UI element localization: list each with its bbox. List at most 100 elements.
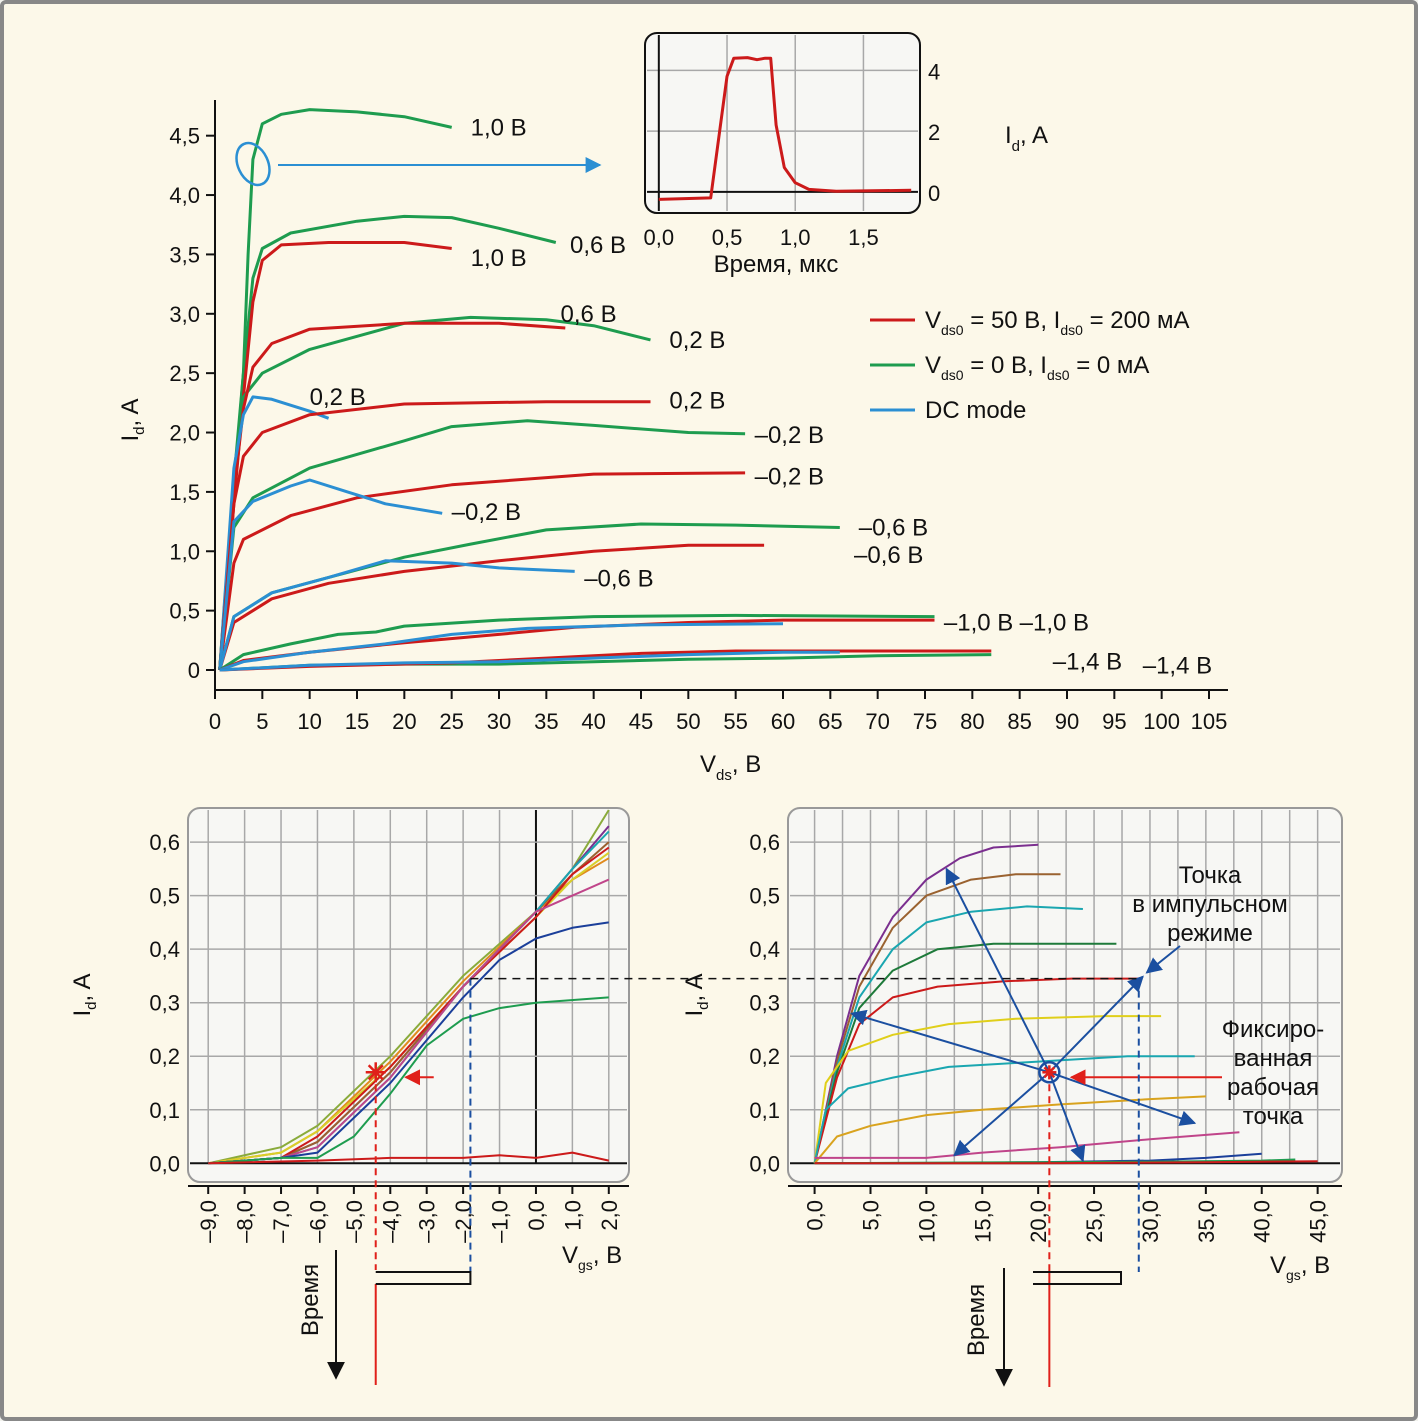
- main-series-label: –1,0 В: [944, 610, 1013, 637]
- main-x-tick-label: 5: [256, 709, 268, 734]
- bl-x-tick-label: –2,0: [451, 1200, 476, 1243]
- br-y-tick-label: 0,2: [749, 1044, 780, 1069]
- bl-series-line: [208, 921, 609, 1165]
- main-y-tick-label: 1,5: [169, 480, 200, 505]
- br-markers: [849, 867, 1222, 1387]
- main-series-label: 0,6 В: [570, 232, 626, 259]
- main-series-line: [218, 395, 330, 671]
- main-x-tick-label: 40: [581, 709, 605, 734]
- br-series-line: [814, 1131, 1240, 1159]
- bl-panel: [187, 807, 630, 1183]
- main-x-tick-label: 35: [534, 709, 558, 734]
- br-y-tick-label: 0,6: [749, 830, 780, 855]
- legend-label-red: Vds0 = 50 В, Ids0 = 200 мА: [925, 307, 1189, 338]
- br-x-tick-label: 20,0: [1026, 1200, 1051, 1243]
- bl-x-tick-label: –5,0: [342, 1200, 367, 1243]
- main-series-label: –1,4 В: [1143, 652, 1212, 679]
- main-y-tick-label: 0: [188, 658, 200, 683]
- br-x-tick-label: 40,0: [1250, 1200, 1275, 1243]
- main-series-line: [219, 650, 840, 672]
- bl-x-tick-label: –8,0: [233, 1200, 258, 1243]
- bl-y-tick-label: 0,5: [149, 884, 180, 909]
- main-series-label: 0,2 В: [310, 384, 366, 411]
- main-series-label: –0,2 В: [755, 422, 824, 449]
- br-series-line: [813, 873, 1061, 1164]
- main-y-tick-label: 2,5: [169, 361, 200, 386]
- br-x-axis-label: Vgs, В: [1270, 1252, 1330, 1283]
- br-y-tick-label: 0,3: [749, 991, 780, 1016]
- main-series-line: [218, 400, 651, 671]
- main-series-label: –1,0 В: [1020, 610, 1089, 637]
- bl-grid: [190, 810, 627, 1165]
- br-series-line: [814, 1160, 1318, 1165]
- main-series-label: –0,2 В: [452, 499, 521, 526]
- bl-series-line: [208, 846, 610, 1165]
- main-series-line: [218, 613, 935, 672]
- br-blue-arrow: [849, 1009, 1050, 1074]
- bl-x-tick-label: –9,0: [196, 1200, 221, 1243]
- main-series-labels: 1,0 В 0,6 В 1,0 В 0,6 В 0,2 В 0,2 В 0,2 В –0,2 …: [310, 114, 1212, 679]
- bl-x-tick-label: 1,0: [560, 1200, 585, 1231]
- inset-panel: [644, 32, 921, 214]
- legend-label-blue: DC mode: [925, 397, 1026, 424]
- main-x-tick-label: 50: [676, 709, 700, 734]
- main-series-label: 0,2 В: [669, 327, 725, 354]
- main-chart: 0 5 10 15 20 25 30 35 40 45 50 55 60 65 70 75 80 85 90 95 10…: [117, 100, 1228, 784]
- br-x-tick-label: 30,0: [1138, 1200, 1163, 1243]
- br-y-tick-label: 0,4: [749, 937, 780, 962]
- bl-series-line: [208, 1151, 610, 1165]
- br-blue-arrow: [945, 867, 1051, 1073]
- bl-y-tick-label: 0,6: [149, 830, 180, 855]
- main-x-tick-label: 0: [209, 709, 221, 734]
- br-pulse-annotation: режиме: [1167, 920, 1253, 947]
- inset-y-tick-label: 2: [928, 120, 940, 145]
- br-series-line: [813, 905, 1083, 1164]
- main-series-label: –0,6 В: [854, 542, 923, 569]
- main-y-tick-label: 2,0: [169, 421, 200, 446]
- bl-x-tick-label: 2,0: [597, 1200, 622, 1231]
- bl-y-axis-label: Id, A: [69, 973, 100, 1016]
- inset-y-axis-label: Id, A: [1005, 122, 1048, 155]
- br-x-tick-label: 35,0: [1194, 1200, 1219, 1243]
- main-ticks: 0 5 10 15 20 25 30 35 40 45 50 55 60 65 70 75 80 85 90 95 10…: [169, 124, 1227, 734]
- main-y-tick-label: 3,0: [169, 302, 200, 327]
- bl-x-axis-label: Vgs, В: [562, 1242, 622, 1273]
- main-x-tick-label: 65: [818, 709, 842, 734]
- inset-y-tick-label: 4: [928, 59, 940, 84]
- zoom-ellipse: [235, 141, 271, 187]
- br-fixed-annotation: рабочая: [1227, 1074, 1319, 1101]
- br-blue-arrow: [1048, 975, 1144, 1073]
- bl-op-star: [367, 1064, 384, 1081]
- main-series: [218, 108, 992, 672]
- inset-grid: [647, 35, 918, 211]
- br-fixed-annotation: точка: [1243, 1103, 1304, 1130]
- main-series-line: [218, 321, 566, 671]
- main-x-tick-label: 85: [1007, 709, 1031, 734]
- br-y-tick-label: 0,5: [749, 884, 780, 909]
- main-x-tick-label: 100: [1143, 709, 1180, 734]
- legend: Vds0 = 50 В, Ids0 = 200 мА Vds0 = 0 В, I…: [870, 307, 1189, 424]
- br-x-tick-label: 10,0: [914, 1200, 939, 1243]
- legend-label-green: Vds0 = 0 В, Ids0 = 0 мА: [925, 352, 1149, 383]
- main-x-tick-label: 90: [1055, 709, 1079, 734]
- br-pulse-annotation: Точка: [1179, 862, 1242, 889]
- main-series-label: –0,6 В: [584, 566, 653, 593]
- main-series-line: [218, 559, 575, 671]
- main-x-tick-label: 20: [392, 709, 416, 734]
- main-y-axis-label: Id, A: [117, 398, 148, 441]
- bl-x-tick-label: –6,0: [305, 1200, 330, 1243]
- main-x-tick-label: 95: [1102, 709, 1126, 734]
- main-y-tick-label: 3,5: [169, 242, 200, 267]
- br-x-tick-label: 45,0: [1306, 1200, 1331, 1243]
- bl-x-tick-label: –4,0: [378, 1200, 403, 1243]
- br-x-tick-label: 5,0: [858, 1200, 883, 1231]
- main-series-line: [218, 214, 557, 671]
- br-x-tick-label: 0,0: [803, 1200, 828, 1231]
- br-pulse-shape: [1033, 1271, 1122, 1285]
- main-series-label: 0,6 В: [561, 301, 617, 328]
- bl-x-tick-label: –7,0: [269, 1200, 294, 1243]
- inset-ticks: 0,0 0,5 1,0 1,5 0 2 4: [644, 59, 941, 250]
